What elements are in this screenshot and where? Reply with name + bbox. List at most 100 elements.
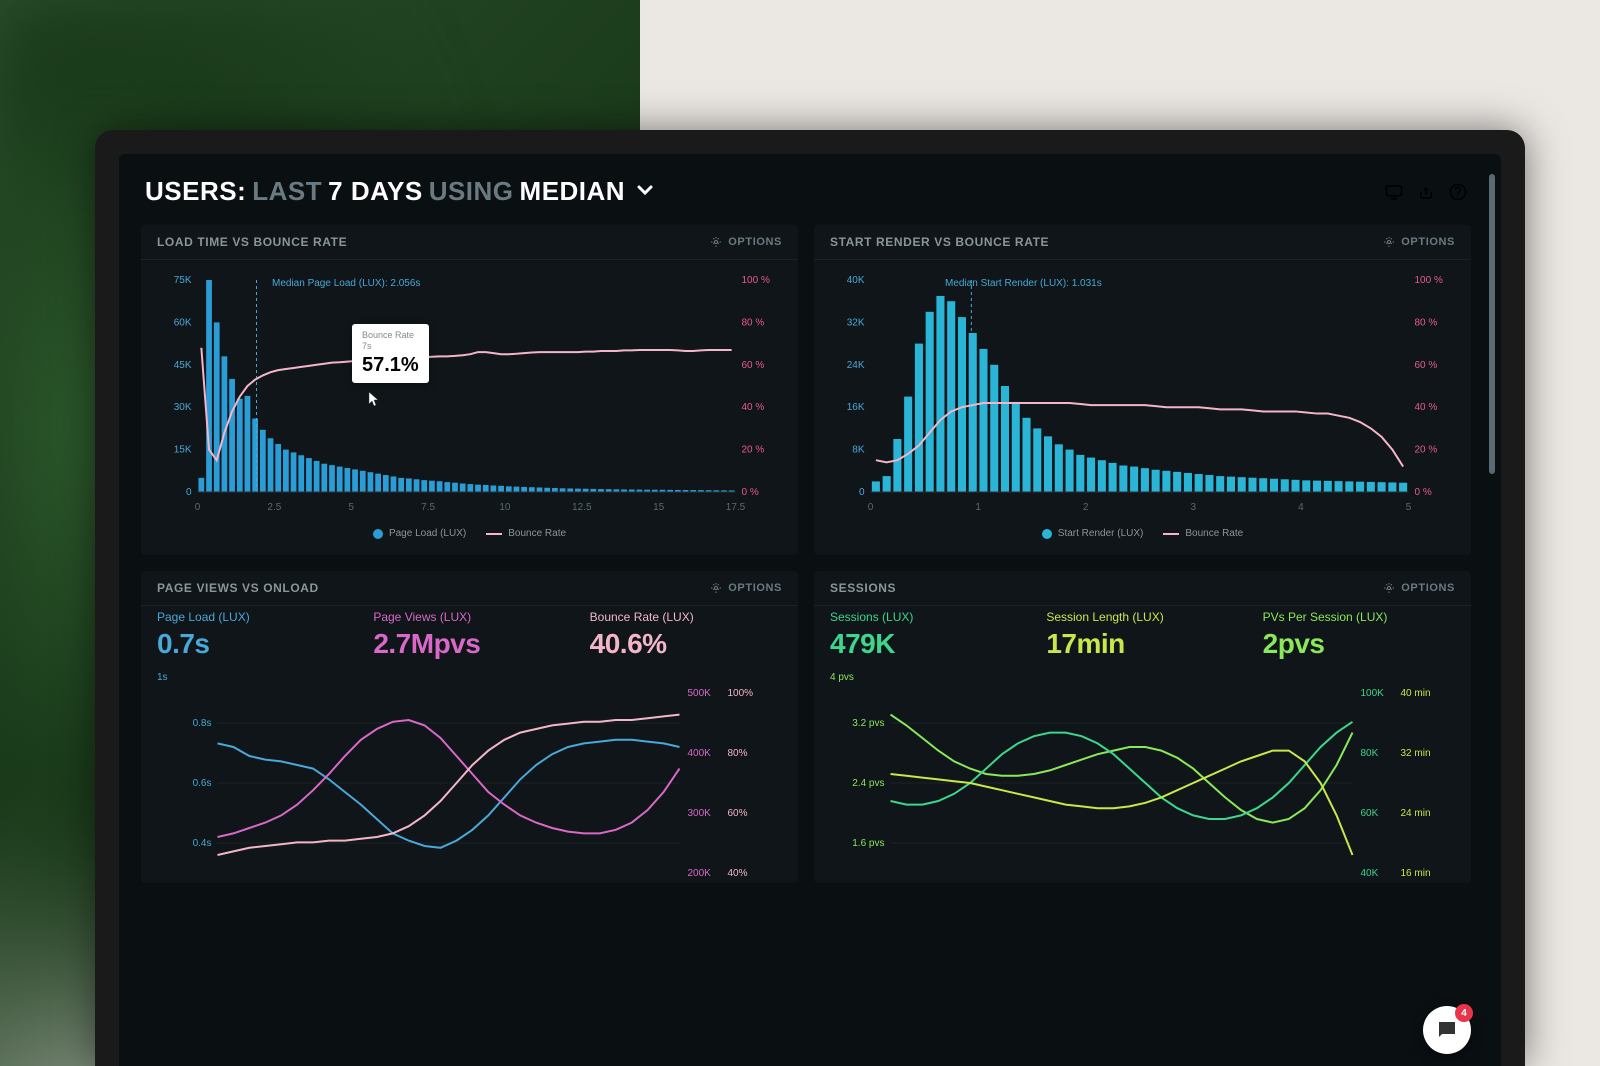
svg-text:5: 5 (1406, 502, 1412, 513)
help-icon[interactable] (1449, 183, 1467, 201)
title-prefix: USERS: (145, 176, 246, 207)
svg-text:2.5: 2.5 (267, 502, 281, 513)
svg-text:40%: 40% (728, 868, 748, 879)
scrollbar[interactable] (1489, 174, 1495, 474)
page-title[interactable]: USERS: LAST 7 DAYS USING MEDIAN (145, 176, 655, 207)
legend-label: Bounce Rate (1185, 528, 1243, 539)
metric-label: Session Length (LUX) (1046, 610, 1238, 624)
svg-text:60 %: 60 % (742, 360, 765, 371)
chevron-down-icon[interactable] (635, 176, 655, 207)
svg-text:3: 3 (1191, 502, 1197, 513)
panel-header: START RENDER VS BOUNCE RATE OPTIONS (814, 225, 1471, 260)
gear-icon (1383, 236, 1395, 248)
chart-body: 40K32K24K16K8K0100 %80 %60 %40 %20 %0 %0… (814, 260, 1471, 555)
svg-text:80 %: 80 % (1415, 317, 1438, 328)
svg-text:300K: 300K (688, 808, 712, 819)
legend-line (1163, 533, 1179, 535)
svg-text:0: 0 (195, 502, 201, 513)
svg-text:32 min: 32 min (1401, 748, 1431, 759)
svg-text:80K: 80K (1361, 748, 1379, 759)
svg-text:0 %: 0 % (1415, 487, 1432, 498)
svg-text:16 min: 16 min (1401, 868, 1431, 879)
svg-text:80%: 80% (728, 748, 748, 759)
dashboard-screen: USERS: LAST 7 DAYS USING MEDIAN LOAD TIM… (119, 154, 1501, 1066)
chart-legend: Start Render (LUX) Bounce Rate (830, 528, 1455, 539)
svg-text:500K: 500K (688, 688, 712, 699)
svg-text:40 min: 40 min (1401, 688, 1431, 699)
svg-text:2.4 pvs: 2.4 pvs (852, 778, 884, 789)
options-button[interactable]: OPTIONS (1383, 236, 1455, 248)
chat-icon (1435, 1018, 1459, 1042)
tooltip-label: Bounce Rate (362, 330, 419, 341)
legend-label: Start Render (LUX) (1058, 528, 1144, 539)
svg-text:8K: 8K (852, 445, 865, 456)
svg-text:0: 0 (859, 487, 865, 498)
multi-line-chart-1: 0.8s0.6s0.4s500K100%400K80%300K60%200K40… (141, 683, 798, 883)
metric-value: 17min (1046, 628, 1238, 660)
title-bright1: 7 DAYS (328, 176, 423, 207)
svg-text:32K: 32K (847, 317, 865, 328)
metric: PVs Per Session (LUX) 2pvs (1263, 610, 1455, 660)
multi-line-chart-2: 3.2 pvs2.4 pvs1.6 pvs100K40 min80K32 min… (814, 683, 1471, 883)
combo-chart-1: 75K60K45K30K15K0100 %80 %60 %40 %20 %0 %… (157, 272, 782, 522)
metric-value: 2pvs (1263, 628, 1455, 660)
svg-text:60 %: 60 % (1415, 360, 1438, 371)
options-button[interactable]: OPTIONS (1383, 582, 1455, 594)
options-label: OPTIONS (728, 236, 782, 248)
svg-text:60K: 60K (174, 317, 192, 328)
gear-icon (710, 236, 722, 248)
metric-label: Page Load (LUX) (157, 610, 349, 624)
svg-text:1.6 pvs: 1.6 pvs (852, 838, 884, 849)
page-header: USERS: LAST 7 DAYS USING MEDIAN (141, 176, 1471, 207)
svg-text:40K: 40K (847, 275, 865, 286)
svg-text:100 %: 100 % (1415, 275, 1443, 286)
legend-item: Start Render (LUX) (1042, 528, 1144, 539)
svg-text:30K: 30K (174, 402, 192, 413)
svg-text:3.2 pvs: 3.2 pvs (852, 718, 884, 729)
svg-text:0.6s: 0.6s (193, 778, 212, 789)
svg-text:40K: 40K (1361, 868, 1379, 879)
title-dim1: LAST (252, 176, 322, 207)
legend-item: Bounce Rate (1163, 528, 1243, 539)
metric: Session Length (LUX) 17min (1046, 610, 1238, 660)
metric-label: PVs Per Session (LUX) (1263, 610, 1455, 624)
svg-text:24 min: 24 min (1401, 808, 1431, 819)
share-icon[interactable] (1417, 183, 1435, 201)
legend-swatch (1042, 529, 1052, 539)
options-label: OPTIONS (1401, 236, 1455, 248)
svg-text:75K: 75K (174, 275, 192, 286)
svg-text:0: 0 (186, 487, 192, 498)
svg-text:40 %: 40 % (1415, 402, 1438, 413)
svg-text:45K: 45K (174, 360, 192, 371)
title-bright2: MEDIAN (520, 176, 626, 207)
median-label: Median Page Load (LUX): 2.056s (272, 278, 420, 289)
panel-title: START RENDER VS BOUNCE RATE (830, 235, 1049, 249)
panel-header: LOAD TIME VS BOUNCE RATE OPTIONS (141, 225, 798, 260)
svg-text:400K: 400K (688, 748, 712, 759)
svg-text:200K: 200K (688, 868, 712, 879)
svg-text:100%: 100% (728, 688, 754, 699)
sub-label: 1s (141, 672, 798, 683)
svg-text:16K: 16K (847, 402, 865, 413)
svg-text:60K: 60K (1361, 808, 1379, 819)
chart-body: 75K60K45K30K15K0100 %80 %60 %40 %20 %0 %… (141, 260, 798, 555)
panel-title: LOAD TIME VS BOUNCE RATE (157, 235, 347, 249)
chat-widget[interactable]: 4 (1423, 1006, 1471, 1054)
header-actions (1385, 183, 1467, 201)
tooltip-value: 57.1% (362, 354, 419, 377)
panels-grid: LOAD TIME VS BOUNCE RATE OPTIONS 75K 60K 4… (141, 225, 1471, 883)
laptop-frame: USERS: LAST 7 DAYS USING MEDIAN LOAD TIM… (95, 130, 1525, 1066)
svg-text:60%: 60% (728, 808, 748, 819)
svg-text:0: 0 (868, 502, 874, 513)
sub-label: 4 pvs (814, 672, 1471, 683)
chat-badge: 4 (1455, 1004, 1473, 1022)
metric-value: 0.7s (157, 628, 349, 660)
tooltip-sublabel: 7s (362, 341, 419, 352)
title-dim2: USING (429, 176, 514, 207)
options-label: OPTIONS (1401, 582, 1455, 594)
monitor-icon[interactable] (1385, 183, 1403, 201)
metric: Page Load (LUX) 0.7s (157, 610, 349, 660)
svg-text:4: 4 (1298, 502, 1304, 513)
combo-chart-2: 40K32K24K16K8K0100 %80 %60 %40 %20 %0 %0… (830, 272, 1455, 522)
options-button[interactable]: OPTIONS (710, 236, 782, 248)
